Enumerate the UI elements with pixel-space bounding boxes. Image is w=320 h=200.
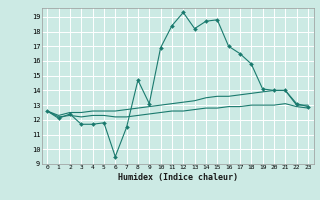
- X-axis label: Humidex (Indice chaleur): Humidex (Indice chaleur): [118, 173, 237, 182]
